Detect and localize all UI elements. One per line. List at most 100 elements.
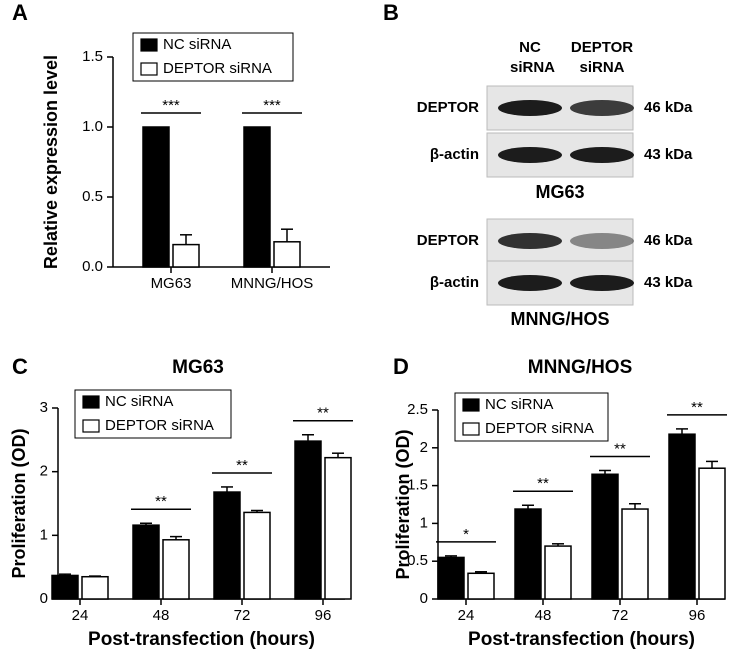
lane-label: DEPTOR siRNA — [570, 39, 634, 76]
protein-label: β-actin — [430, 146, 479, 163]
significance-label: ** — [236, 457, 248, 474]
blot-band — [570, 233, 634, 249]
bar — [172, 243, 200, 268]
significance-label: *** — [263, 97, 281, 114]
significance-label: ** — [691, 399, 703, 416]
bar — [621, 508, 649, 600]
legend-label: NC siRNA — [485, 396, 553, 413]
chart-title: MNNG/HOS — [528, 357, 633, 378]
bar — [467, 572, 495, 600]
bar — [81, 575, 109, 600]
x-tick-label: 96 — [689, 607, 706, 624]
blot-band — [498, 275, 562, 291]
bar — [294, 440, 322, 600]
protein-label: β-actin — [430, 274, 479, 291]
bar — [162, 539, 190, 600]
error-bar — [629, 502, 641, 510]
x-tick-label: 72 — [234, 607, 251, 624]
cell-line-label: MG63 — [535, 182, 584, 202]
blot-band — [498, 100, 562, 116]
panel-letter: C — [12, 354, 28, 379]
size-label: 43 kDa — [644, 274, 693, 291]
error-bar — [522, 504, 534, 510]
legend-box — [454, 392, 609, 442]
x-tick-label: 24 — [458, 607, 475, 624]
protein-label: DEPTOR — [417, 99, 479, 116]
error-bar — [706, 460, 718, 469]
x-tick-label: 72 — [612, 607, 629, 624]
significance-label: *** — [162, 97, 180, 114]
x-axis-title: Post-transfection (hours) — [468, 629, 695, 650]
y-tick-label: 1.5 — [407, 477, 428, 494]
legend-swatch — [140, 62, 158, 76]
bar — [324, 456, 352, 600]
lane-label: NC siRNA — [510, 39, 556, 76]
y-tick-label: 0.5 — [407, 552, 428, 569]
significance-label: ** — [614, 440, 626, 457]
legend-swatch — [140, 38, 158, 52]
significance-label: ** — [317, 405, 329, 422]
blot-band — [498, 147, 562, 163]
legend-box — [132, 32, 294, 82]
bar — [591, 473, 619, 600]
bar — [668, 433, 696, 600]
chart-title: MG63 — [172, 357, 224, 378]
x-axis-title: Post-transfection (hours) — [88, 629, 315, 650]
y-tick-label: 1.0 — [82, 118, 103, 135]
cell-line-label: MNNG/HOS — [511, 309, 610, 329]
panel-letter: B — [383, 0, 399, 25]
error-bar — [599, 469, 611, 475]
error-bar — [140, 522, 152, 526]
y-tick-label: 3 — [40, 399, 48, 416]
error-bar — [251, 509, 263, 513]
bar — [51, 574, 79, 600]
bar — [243, 126, 271, 268]
bar — [698, 467, 726, 600]
blot-band — [570, 275, 634, 291]
blot-band — [498, 233, 562, 249]
error-bar — [475, 571, 487, 574]
y-tick-label: 1.5 — [82, 48, 103, 65]
error-bar — [221, 486, 233, 493]
error-bar — [332, 452, 344, 458]
bar — [544, 545, 572, 600]
protein-label: DEPTOR — [417, 232, 479, 249]
y-tick-label: 0 — [40, 590, 48, 607]
x-tick-label: 48 — [535, 607, 552, 624]
error-bar — [281, 228, 293, 242]
x-tick-label: 24 — [72, 607, 89, 624]
size-label: 46 kDa — [644, 99, 693, 116]
error-bar — [445, 555, 457, 558]
error-bar — [302, 433, 314, 442]
legend-label: DEPTOR siRNA — [105, 417, 214, 434]
x-tick-label: 96 — [315, 607, 332, 624]
significance-label: ** — [537, 475, 549, 492]
blot-band — [570, 100, 634, 116]
blot-band — [570, 147, 634, 163]
y-tick-label: 2.5 — [407, 401, 428, 418]
legend-label: NC siRNA — [105, 393, 173, 410]
significance-label: ** — [155, 493, 167, 510]
error-bar — [170, 535, 182, 540]
y-axis-title: Proliferation (OD) — [9, 428, 29, 578]
y-tick-label: 0 — [420, 590, 428, 607]
legend-box — [74, 389, 232, 439]
y-axis-title: Proliferation (OD) — [393, 429, 413, 579]
significance-label: * — [463, 526, 469, 543]
bar — [132, 524, 160, 600]
y-tick-label: 1 — [40, 526, 48, 543]
legend-label: DEPTOR siRNA — [485, 420, 594, 437]
y-tick-label: 2 — [40, 463, 48, 480]
y-tick-label: 1 — [420, 514, 428, 531]
bar — [142, 126, 170, 268]
legend-swatch — [82, 395, 100, 409]
size-label: 43 kDa — [644, 146, 693, 163]
y-tick-label: 0.0 — [82, 258, 103, 275]
error-bar — [89, 575, 101, 577]
size-label: 46 kDa — [644, 232, 693, 249]
x-tick-label: MG63 — [151, 275, 192, 292]
y-axis-title: Relative expression level — [41, 55, 61, 269]
error-bar — [59, 573, 71, 576]
